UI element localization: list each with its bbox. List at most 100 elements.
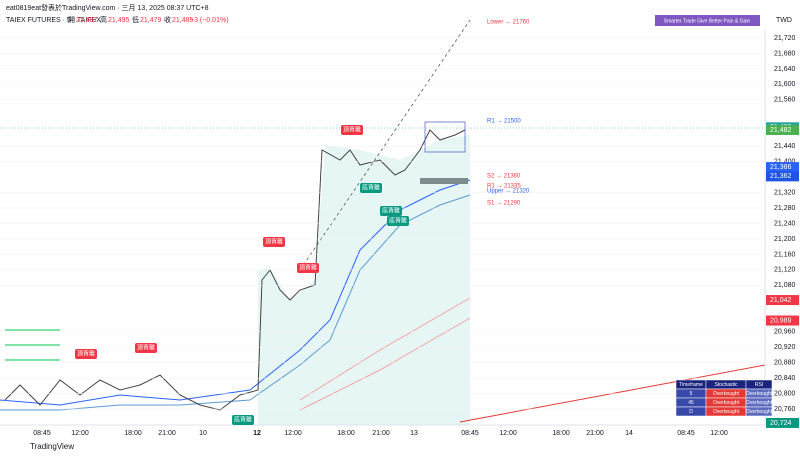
table-cell [745, 406, 773, 417]
time-tick-label: 10 [199, 430, 207, 437]
signal-label: 頂背離 [265, 238, 283, 246]
table-text: Timeframe [679, 382, 703, 388]
projection-line [299, 19, 471, 271]
ohlc-value: 21,487 [76, 17, 98, 24]
signal-label: 底背離 [382, 207, 400, 215]
time-tick-label: 21:00 [158, 430, 176, 437]
ma-line [0, 194, 471, 411]
change: −3 (−0.01%) [190, 17, 229, 24]
price-tick-label: 20,920 [774, 344, 796, 351]
price-tick-label: 21,120 [774, 267, 796, 274]
table-text: Overbought [746, 391, 773, 397]
price-tag-label: 20,724 [770, 420, 792, 427]
price-tick-label: 21,240 [774, 220, 796, 227]
signal-bg [263, 237, 285, 247]
time-tick-label: 21:00 [372, 430, 390, 437]
ohlc-value: 21,485 [172, 17, 194, 24]
time-tick-label: 12 [253, 430, 261, 437]
price-tick-label: 20,960 [774, 329, 796, 336]
price-tick-label: 20,800 [774, 390, 796, 397]
price-tick-label: 21,400 [774, 159, 796, 166]
signal-label: 頂背離 [77, 350, 95, 358]
price-tick-label: 21,080 [774, 282, 796, 289]
time-tick-label: 12:00 [284, 430, 302, 437]
table-text: D [689, 409, 693, 415]
price-tick-label: 21,640 [774, 66, 796, 73]
price-tick-label: 20,880 [774, 360, 796, 367]
price-tag [766, 162, 799, 173]
level-label: Upper → 21320 [487, 189, 530, 195]
time-tick-label: 14 [625, 430, 633, 437]
level-label: S1 → 21290 [487, 201, 521, 207]
price-tag-label: 21,042 [770, 297, 792, 304]
signal-bg [341, 125, 363, 135]
signal-bg [360, 183, 382, 193]
currency: TWD [776, 17, 792, 24]
table-text: Overbought [713, 391, 740, 397]
signal-bg [232, 415, 254, 425]
signal-label: 底背離 [389, 217, 407, 225]
price-tick-label: 21,160 [774, 251, 796, 258]
signal-bg [297, 263, 319, 273]
time-tick-label: 08:45 [461, 430, 479, 437]
time-tick-label: 13 [410, 430, 418, 437]
symbol: TAIEX FUTURES · 5 · TAIFEX [6, 17, 101, 24]
price-tag-label: 21,482 [770, 127, 792, 134]
table-text: 45 [688, 400, 694, 406]
price-tag [766, 295, 799, 306]
price-tag [766, 417, 799, 428]
time-tick-label: 08:45 [33, 430, 51, 437]
price-tag-label: 20,989 [770, 317, 792, 324]
time-tick-label: 18:00 [337, 430, 355, 437]
banner: Smarter Trade Give Better Pain & Gain [664, 18, 751, 24]
band-line [299, 317, 471, 411]
time-tick-label: 21:00 [586, 430, 604, 437]
time-tick-label: 12:00 [499, 430, 517, 437]
table-text: RSI [755, 382, 763, 388]
signal-bg [380, 206, 402, 216]
zone [420, 178, 468, 184]
ma-line [0, 179, 471, 406]
signal-bg [387, 216, 409, 226]
price-tick-label: 21,280 [774, 205, 796, 212]
price-tick-label: 20,840 [774, 375, 796, 382]
price-tag-label: 21,362 [770, 173, 792, 180]
level-label: R1 → 21500 [487, 119, 521, 125]
zone [424, 121, 466, 153]
price-tag [766, 171, 799, 182]
level-label: S2 → 21360 [487, 174, 521, 180]
price-tag [766, 124, 799, 135]
ohlc-label: 收 [164, 15, 171, 24]
signal-label: 頂背離 [343, 126, 361, 134]
level-label: Lower → 21760 [487, 20, 530, 26]
signal-bg [75, 349, 97, 359]
signal-label: 底背離 [362, 184, 380, 192]
footer-logo: TradingView [30, 442, 74, 451]
table-text: Stochastic [714, 382, 738, 388]
table-text: Overbought [713, 409, 740, 415]
chart-decor [0, 19, 766, 426]
price-tick-label: 21,680 [774, 50, 796, 57]
price-tick-label: 21,720 [774, 35, 796, 42]
price-tick-label: 21,560 [774, 97, 796, 104]
price-tick-label: 21,440 [774, 143, 796, 150]
time-tick-label: 08:45 [677, 430, 695, 437]
time-tick-label: 12:00 [71, 430, 89, 437]
signal-label: 底背離 [234, 416, 252, 424]
time-tick-label: 18:00 [552, 430, 570, 437]
table-text: Overbought [746, 400, 773, 406]
banner-bg [655, 15, 760, 26]
ohlc-label: 低 [132, 15, 139, 24]
price-path [4, 129, 466, 411]
table-text: Overbought [713, 400, 740, 406]
cloud [258, 135, 470, 425]
level-label: R1 → 21335 [487, 184, 521, 190]
signal-label: 頂背離 [137, 344, 155, 352]
signal-label: 頂背離 [299, 264, 317, 272]
table-text: 5 [690, 391, 693, 397]
price-tag [766, 315, 799, 326]
price-tick-label: 21,600 [774, 81, 796, 88]
ohlc-label: 開 [68, 16, 75, 24]
ohlc-value: 21,495 [108, 17, 130, 24]
